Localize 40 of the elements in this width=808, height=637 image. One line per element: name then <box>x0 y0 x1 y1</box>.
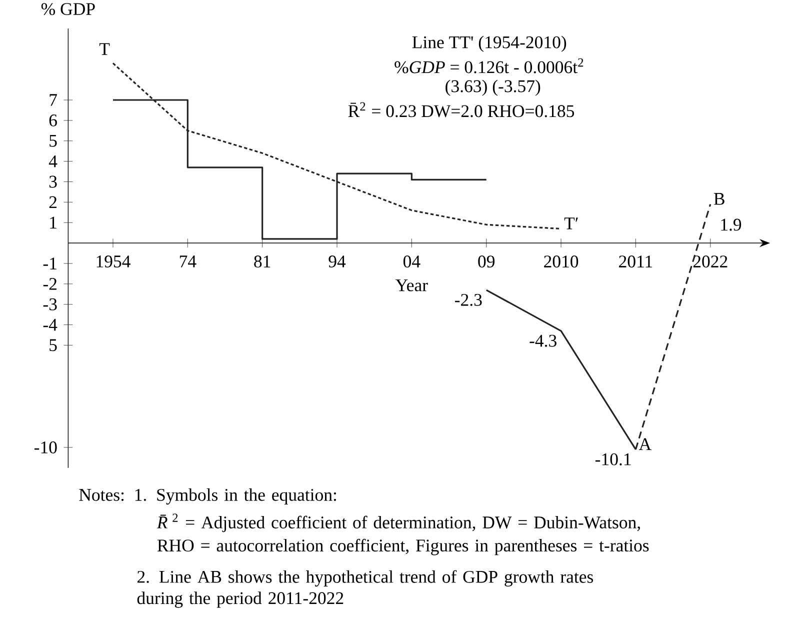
annotation: %GDP = 0.126t - 0.0006t$^{2}$ <box>394 58 584 74</box>
y-tick-label: 4 <box>48 155 58 168</box>
x-tick-label: 81 <box>254 256 270 268</box>
annotation: R̄$^{2}$ = 0.23 DW=2.0 RHO=0.185 <box>348 102 574 118</box>
x-tick-label: 2022 <box>693 256 728 268</box>
x-tick-label: 2011 <box>619 256 652 268</box>
y-axis-title: % GDP <box>41 3 95 16</box>
y-tick-label: -10 <box>34 441 57 454</box>
x-tick-label: 2010 <box>544 256 578 268</box>
annotation: B <box>714 193 724 205</box>
text: Notes: 1. Symbols in the equation: <box>79 488 336 505</box>
x-tick-label: 94 <box>328 256 346 268</box>
y-tick-label: 2 <box>49 196 57 208</box>
x-tick-label: 09 <box>478 256 495 268</box>
annotation: T <box>99 43 110 55</box>
text: 2. Line AB shows the hypothetical trend of GDP growth rates during the period 2011-2022 <box>137 570 594 608</box>
y-tick-label: 5 <box>50 339 57 352</box>
data-label: -4.3 <box>530 334 556 347</box>
y-tick-label: 7 <box>50 94 57 106</box>
x-tick-label: 1954 <box>96 256 130 268</box>
annotation: T′ <box>564 218 578 230</box>
annotation: (3.63) (-3.57) <box>446 80 540 96</box>
text: RHO = autocorrelation coefficient, Figures in parentheses = t-ratios <box>157 538 649 556</box>
annotation: Line TT' (1954-2010) <box>412 36 566 52</box>
y-tick-label: 3 <box>49 176 57 188</box>
y-tick-label: -1 <box>43 258 56 270</box>
data-label: -10.1 <box>596 453 631 466</box>
y-tick-label: 1 <box>50 216 56 228</box>
y-tick-label: -2 <box>43 278 56 290</box>
data-label: 1.9 <box>721 218 742 231</box>
x-tick-label: 74 <box>180 256 196 268</box>
x-axis-title: Year <box>396 279 428 292</box>
data-label: -2.3 <box>455 294 482 306</box>
y-tick-label: -4 <box>43 318 58 331</box>
annotation: A <box>638 438 652 450</box>
y-tick-label: 6 <box>49 114 57 126</box>
text: R̄$^{2}$ = Adjusted coefficient of determination, DW = Dubin-Watson, <box>156 514 640 532</box>
y-tick-label: -3 <box>43 298 57 310</box>
y-tick-label: 5 <box>50 134 57 147</box>
x-tick-label: 04 <box>403 256 420 268</box>
